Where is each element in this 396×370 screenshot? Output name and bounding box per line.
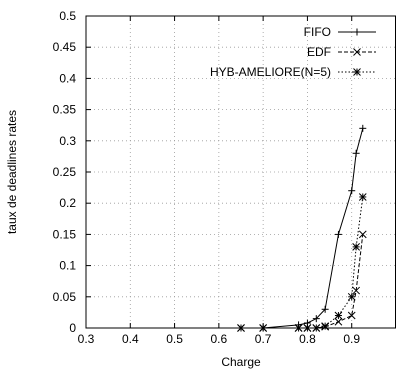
data-point bbox=[334, 230, 342, 238]
data-point bbox=[347, 292, 356, 301]
data-point bbox=[348, 187, 356, 195]
data-point bbox=[321, 305, 329, 313]
asterisk-marker bbox=[334, 311, 343, 320]
x-tick-label: 0.4 bbox=[122, 332, 139, 346]
data-point bbox=[352, 286, 360, 295]
legend-item: FIFO bbox=[304, 25, 376, 39]
x-tick-label: 0.3 bbox=[78, 332, 95, 346]
legend-item: HYB-AMELIORE(N=5) bbox=[210, 65, 376, 79]
x-tick-label: 0.7 bbox=[255, 332, 272, 346]
series-fifo bbox=[237, 124, 367, 332]
asterisk-marker bbox=[347, 292, 356, 301]
legend-item: EDF bbox=[307, 45, 376, 59]
legend: FIFO EDF HYB-AMELIORE(N=5) bbox=[210, 25, 376, 79]
x-tick-label: 0.5 bbox=[166, 332, 183, 346]
y-tick-label: 0.5 bbox=[59, 9, 76, 23]
x-axis-label: Charge bbox=[221, 355, 261, 369]
y-tick-label: 0.35 bbox=[53, 103, 77, 117]
data-point bbox=[358, 193, 367, 201]
x-tick-label: 0.9 bbox=[343, 332, 360, 346]
legend-label: EDF bbox=[307, 45, 331, 59]
y-tick-label: 0.1 bbox=[59, 259, 76, 273]
y-tick-label: 0.05 bbox=[53, 290, 77, 304]
legend-label: HYB-AMELIORE(N=5) bbox=[210, 65, 331, 79]
y-tick-label: 0.45 bbox=[53, 40, 77, 54]
y-tick-label: 0 bbox=[69, 321, 76, 335]
x-marker bbox=[334, 317, 343, 326]
asterisk-marker bbox=[352, 243, 360, 251]
asterisk-marker bbox=[353, 68, 361, 76]
series-hyb-ameliore-n-5 bbox=[237, 193, 367, 332]
data-point bbox=[334, 317, 343, 326]
series-edf bbox=[237, 230, 367, 332]
x-marker bbox=[353, 48, 361, 56]
y-tick-label: 0.25 bbox=[53, 165, 77, 179]
y-tick-label: 0.2 bbox=[59, 196, 76, 210]
axis-ticks: 0.3 0.4 0.5 0.6 0.7 0.8 0.9 0 0.05 0.1 0.15 0.2 0.25… bbox=[53, 9, 361, 346]
y-axis-label: taux de deadlines rates bbox=[5, 110, 19, 234]
asterisk-marker bbox=[358, 193, 367, 201]
data-point bbox=[321, 322, 329, 330]
y-tick-label: 0.4 bbox=[59, 71, 76, 85]
series-line bbox=[241, 128, 364, 329]
x-marker bbox=[347, 311, 356, 320]
data-point bbox=[359, 124, 367, 132]
data-point bbox=[352, 243, 360, 251]
data-point bbox=[312, 315, 320, 323]
series-layer bbox=[237, 124, 367, 332]
x-tick-label: 0.8 bbox=[299, 332, 316, 346]
y-tick-label: 0.15 bbox=[53, 227, 77, 241]
series-line bbox=[241, 196, 364, 329]
plot-frame bbox=[85, 15, 396, 329]
grid-lines bbox=[85, 16, 396, 328]
data-point bbox=[347, 311, 356, 320]
legend-label: FIFO bbox=[304, 25, 331, 39]
data-point bbox=[334, 311, 343, 320]
x-marker bbox=[358, 230, 367, 239]
data-point bbox=[358, 230, 367, 239]
data-point bbox=[352, 149, 360, 157]
x-tick-label: 0.6 bbox=[211, 332, 228, 346]
y-tick-label: 0.3 bbox=[59, 134, 76, 148]
x-marker bbox=[352, 286, 360, 295]
series-line bbox=[241, 234, 364, 329]
